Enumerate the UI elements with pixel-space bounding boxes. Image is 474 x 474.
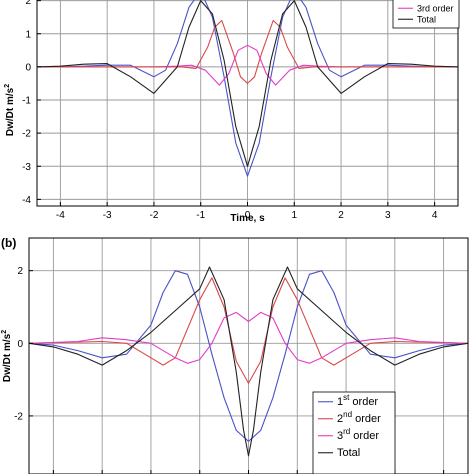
- panel-a-y-axis-label: Dw/Dt m/s2: [4, 84, 16, 136]
- panel-b-legend-entry: 3rd order: [337, 427, 379, 442]
- panel-a-y-tick-label: -3: [22, 162, 31, 173]
- panel-b-series-total-line: [28, 266, 469, 457]
- panel-b-legend-box: [312, 391, 396, 474]
- panel-a-x-tick-label: -2: [149, 210, 158, 221]
- panel-b-legend-entry: 1st order: [337, 393, 378, 408]
- panel-a-series-total-line: [36, 0, 459, 167]
- panel-a-x-tick-label: 0: [245, 210, 251, 221]
- panel-a-x-tick-label: 4: [432, 210, 438, 221]
- panel-a-x-tick-label: 1: [291, 210, 297, 221]
- panel-a-y-tick-label: 0: [25, 62, 31, 73]
- panel-b-axes-frame: [28, 237, 469, 474]
- panel-a-x-tick-label: -1: [196, 210, 205, 221]
- panel-a-legend-box: [392, 0, 460, 29]
- panel-b-legend-entry: Total: [337, 447, 360, 459]
- panel-a-x-tick-label: -4: [56, 210, 65, 221]
- panel-a-x-tick-label: -3: [103, 210, 112, 221]
- panel-b-legend: 1st order 2nd order 3rd order Total: [312, 391, 396, 474]
- panel-b-y-tick-label: 0: [17, 339, 23, 350]
- panel-a-legend-entry: Total: [417, 14, 436, 24]
- panel-a-y-tick-label: -1: [22, 96, 31, 107]
- panel-a-x-tick-label: 3: [385, 210, 391, 221]
- panel-a-series-1st-order-line: [37, 0, 458, 177]
- panel-b-series-2nd-order-line: [28, 277, 469, 384]
- panel-b-series-3rd-order-line: [28, 311, 469, 364]
- panel-a-y-tick-label: 2: [25, 0, 31, 7]
- panel-a-chart: -4 -3 -2 -1 0 1 2 3 4 -4 -3 -2 -1 0 1 2 Time, s Dw/Dt m/s…: [4, 0, 460, 224]
- panel-b-y-axis-label: Dw/Dt m/s2: [1, 330, 13, 382]
- panel-a-series-3rd-order-line: [37, 44, 458, 86]
- panel-b-y-tick-label: 2: [17, 266, 23, 277]
- panel-a-x-tick-label: 2: [338, 210, 344, 221]
- panel-a-x-axis-label: Time, s: [230, 213, 265, 224]
- panel-a-y-tick-label: 1: [25, 29, 31, 40]
- panel-a-series-unlabeled-2-line: [37, 19, 458, 84]
- panel-b-legend-entry: 2nd order: [337, 410, 381, 425]
- panel-a-y-tick-label: -2: [22, 129, 31, 140]
- panel-a-y-tick-label: -4: [22, 195, 31, 206]
- panel-a-legend-entry: 3rd order: [417, 3, 454, 13]
- panel-b-panel-label: (b): [1, 236, 16, 250]
- panel-b-y-tick-label: -2: [14, 411, 23, 422]
